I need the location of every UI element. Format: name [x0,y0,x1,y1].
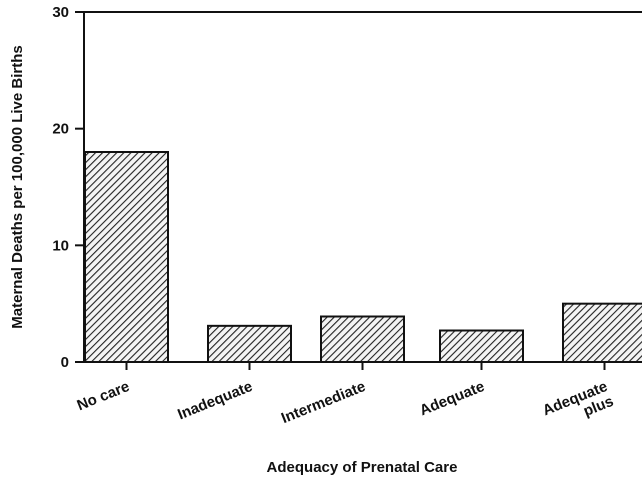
y-tick-label-10: 10 [52,237,69,254]
bar-no-care [84,151,169,363]
bar-intermediate [320,315,405,363]
x-axis-title: Adequacy of Prenatal Care [267,459,458,476]
x-tick-label-line: Intermediate [279,378,368,427]
bar-adequate [439,329,524,363]
y-axis-title: Maternal Deaths per 100,000 Live Births [9,45,26,328]
x-tick-label-no-care: No care [75,378,132,414]
bar-adequate-plus [562,302,642,363]
x-tick-label-line: No care [75,378,132,414]
x-tick-label-line: Adequate [417,378,487,419]
y-tick-label-0: 0 [61,354,69,371]
y-tick-label-30: 30 [52,4,69,21]
x-tick-label-adequate-plus: Adequateplus [540,378,616,434]
y-tick-label-20: 20 [52,121,69,138]
bar-inadequate [207,324,292,364]
x-tick-label-adequate: Adequate [417,378,487,419]
x-tick-label-line: Inadequate [175,378,255,423]
x-tick-label-inadequate: Inadequate [175,378,255,423]
x-tick-label-intermediate: Intermediate [279,378,368,427]
plot-area: 0 10 20 30 No care Inadequate Intermediate Adeq… [52,4,642,434]
